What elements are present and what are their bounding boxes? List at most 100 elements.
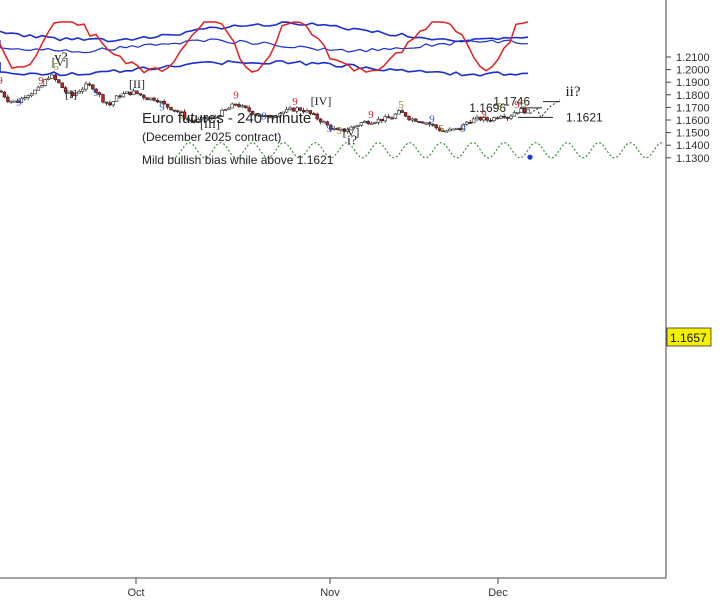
level-label: 1.1696 <box>469 101 506 115</box>
wave-label: 9 <box>203 113 209 125</box>
wave-label: i? <box>347 134 357 149</box>
candle-body <box>502 115 506 118</box>
cycle-dot <box>527 154 533 160</box>
candle-body <box>437 127 442 131</box>
candle-body <box>271 116 275 119</box>
candle-body <box>471 118 476 124</box>
candle-body <box>87 83 92 86</box>
candle-body <box>482 117 486 121</box>
candle-body <box>165 103 170 108</box>
candle-body <box>325 121 330 126</box>
candle-body <box>315 113 319 120</box>
wave-label: [V] <box>343 125 360 139</box>
candle-body <box>199 117 204 120</box>
y-tick-label: 1.2000 <box>676 65 710 77</box>
candle-body <box>465 121 469 125</box>
candle-body <box>196 118 200 122</box>
candle-body <box>373 121 377 124</box>
candle-body <box>57 79 61 84</box>
candle-body <box>67 91 71 94</box>
candle-body <box>131 90 136 96</box>
candle-body <box>274 115 279 118</box>
candle-body <box>458 127 462 131</box>
candle-body <box>114 95 119 102</box>
candle-body <box>407 115 411 121</box>
candle-body <box>441 130 445 133</box>
candle-body <box>410 118 415 121</box>
cycle-wave <box>171 142 665 160</box>
last-price-label: 1.1657 <box>670 331 707 345</box>
candle-body <box>369 122 374 125</box>
candle-body <box>318 118 323 123</box>
candle-body <box>77 91 81 94</box>
candle-body <box>125 91 129 94</box>
candle-body <box>499 115 503 119</box>
candle-body <box>431 123 435 126</box>
y-tick-label: 1.1300 <box>676 153 710 165</box>
candle-body <box>6 96 10 102</box>
candle-body <box>475 116 479 120</box>
candle-body <box>363 121 367 123</box>
candle-body <box>526 109 530 114</box>
chart-note: Mild bullish bias while above 1.1621 <box>142 153 334 167</box>
candle-body <box>308 110 313 114</box>
wave-label: [I] <box>65 87 77 101</box>
middle-band <box>0 38 529 54</box>
candle-body <box>488 119 493 122</box>
wave-label: 9 <box>159 102 165 114</box>
candle-body <box>335 128 340 130</box>
candle-body <box>424 122 428 125</box>
candle-body <box>216 116 221 119</box>
oscillator-line <box>0 21 529 74</box>
oscillator-panel <box>0 21 529 77</box>
candle-body <box>403 112 408 117</box>
y-axis: 1.21001.20001.19001.18001.17001.16001.15… <box>666 52 710 165</box>
wave-label: 9 <box>514 99 520 111</box>
candle-body <box>162 101 166 105</box>
wave-label: [IV] <box>311 94 332 108</box>
candle-body <box>250 110 255 115</box>
last-price-box <box>666 327 712 347</box>
candle-body <box>386 116 391 119</box>
candle-body <box>26 95 30 98</box>
candle-body <box>305 110 309 113</box>
candle-body <box>393 113 398 119</box>
candle-body <box>152 97 156 101</box>
candle-body <box>29 93 34 97</box>
wave-label: 9 <box>292 96 298 108</box>
candle-body <box>172 109 177 112</box>
candle-body <box>288 107 292 110</box>
candle-body <box>516 112 520 114</box>
candle-body <box>478 116 483 121</box>
candle-body <box>264 115 268 117</box>
candle-body <box>213 116 217 119</box>
y-tick-label: 1.1700 <box>676 102 710 114</box>
candle-body <box>128 91 132 96</box>
candle-body <box>366 121 370 125</box>
candle-body <box>329 124 333 130</box>
candle-body <box>97 92 102 95</box>
candle-body <box>94 88 98 93</box>
candle-body <box>60 82 64 89</box>
candle-body <box>291 107 296 112</box>
candle-body <box>193 120 197 123</box>
lower-band <box>0 60 529 77</box>
candle-body <box>19 97 24 103</box>
candle-body <box>203 117 207 120</box>
wave-label: 9 <box>429 114 435 126</box>
candle-body <box>448 128 452 132</box>
candle-body <box>233 103 238 106</box>
candle-body <box>182 111 187 119</box>
candle-body <box>522 108 527 114</box>
candle-body <box>519 108 523 113</box>
candle-body <box>121 93 126 98</box>
y-tick-label: 1.1500 <box>676 128 710 140</box>
candle-body <box>53 74 58 80</box>
candle-body <box>485 117 489 121</box>
candle-body <box>298 107 302 111</box>
candle-body <box>414 118 418 122</box>
wave-label: 9 <box>460 123 466 135</box>
candle-body <box>108 102 112 106</box>
candle-body <box>12 100 17 103</box>
candle-body <box>2 91 7 98</box>
